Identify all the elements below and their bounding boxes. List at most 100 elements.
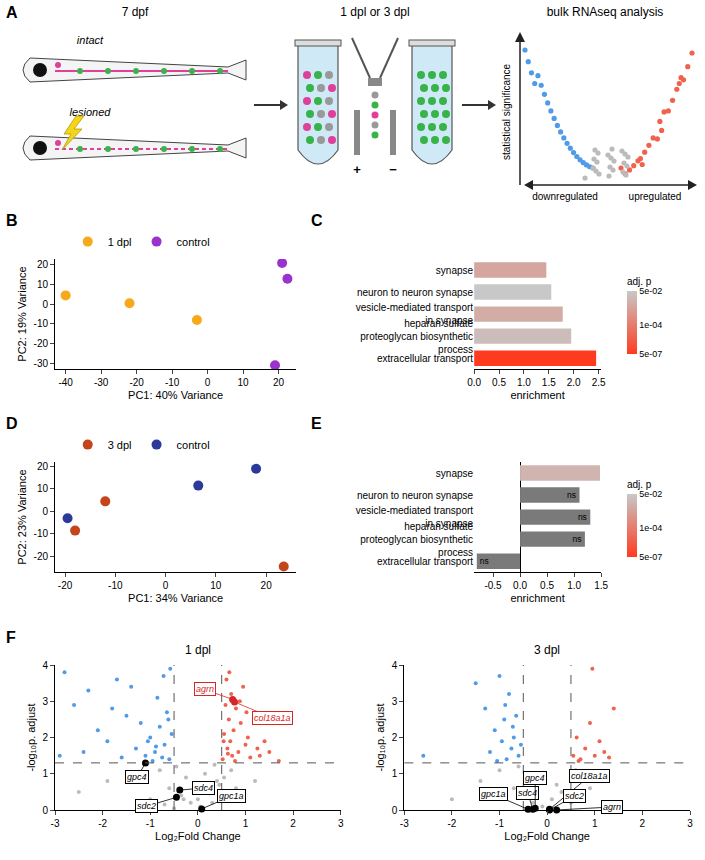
- svg-text:5e-07: 5e-07: [639, 552, 662, 562]
- svg-text:statistical significance: statistical significance: [501, 63, 512, 160]
- svg-text:4: 4: [42, 660, 48, 671]
- svg-text:extracellular transport: extracellular transport: [377, 353, 473, 364]
- svg-text:20: 20: [37, 259, 49, 270]
- svg-text:PC2: 23% Variance: PC2: 23% Variance: [16, 470, 28, 565]
- svg-text:-10: -10: [34, 528, 49, 539]
- svg-text:gpc1a: gpc1a: [481, 789, 506, 799]
- svg-text:20: 20: [273, 377, 285, 388]
- svg-text:1.0: 1.0: [567, 580, 581, 591]
- svg-text:-log₁₀p. adjust: -log₁₀p. adjust: [25, 703, 37, 771]
- svg-text:0: 0: [205, 377, 211, 388]
- svg-text:-20: -20: [58, 580, 73, 591]
- svg-text:1e-04: 1e-04: [639, 523, 662, 533]
- svg-text:agrn: agrn: [603, 802, 621, 812]
- svg-text:20: 20: [37, 461, 49, 472]
- svg-text:-1: -1: [146, 818, 155, 829]
- svg-text:col18a1a: col18a1a: [254, 713, 291, 723]
- svg-text:3: 3: [392, 696, 398, 707]
- svg-text:sdc2: sdc2: [137, 801, 156, 811]
- svg-text:4: 4: [392, 660, 398, 671]
- svg-text:0.0: 0.0: [467, 377, 481, 388]
- svg-text:−: −: [389, 162, 397, 177]
- svg-text:0.5: 0.5: [540, 580, 554, 591]
- svg-text:+: +: [353, 162, 361, 177]
- svg-text:2: 2: [392, 732, 398, 743]
- svg-text:5e-02: 5e-02: [639, 286, 662, 296]
- svg-text:10: 10: [37, 279, 49, 290]
- svg-text:-20: -20: [34, 551, 49, 562]
- svg-text:PC2: 19% Variance: PC2: 19% Variance: [16, 267, 28, 362]
- svg-text:1.0: 1.0: [517, 377, 531, 388]
- svg-text:adj. p: adj. p: [627, 479, 652, 490]
- svg-text:1.5: 1.5: [542, 377, 556, 388]
- svg-text:PC1: 34% Variance: PC1: 34% Variance: [128, 592, 223, 604]
- svg-text:-10: -10: [34, 318, 49, 329]
- svg-text:0: 0: [42, 805, 48, 816]
- svg-text:vesicle-mediated transportin s: vesicle-mediated transportin synapse: [356, 302, 474, 326]
- svg-text:5e-07: 5e-07: [639, 349, 662, 359]
- svg-text:synapse: synapse: [436, 265, 474, 276]
- svg-text:ns: ns: [480, 556, 489, 566]
- svg-text:-30: -30: [94, 377, 109, 388]
- svg-text:B: B: [6, 212, 18, 229]
- svg-text:sdc4: sdc4: [194, 783, 213, 793]
- svg-text:gpc1a: gpc1a: [219, 791, 244, 801]
- svg-text:10: 10: [238, 377, 250, 388]
- svg-text:extracellular transport: extracellular transport: [377, 556, 473, 567]
- svg-text:0.5: 0.5: [492, 377, 506, 388]
- svg-text:1: 1: [42, 768, 48, 779]
- svg-text:upregulated: upregulated: [629, 191, 682, 202]
- svg-text:2: 2: [290, 818, 296, 829]
- svg-text:enrichment: enrichment: [510, 592, 564, 604]
- svg-text:0: 0: [42, 299, 48, 310]
- svg-text:3: 3: [42, 696, 48, 707]
- svg-text:2.0: 2.0: [567, 377, 581, 388]
- svg-text:vesicle-mediated transportin s: vesicle-mediated transportin synapse: [356, 505, 474, 529]
- svg-text:1: 1: [243, 818, 249, 829]
- svg-text:-2: -2: [98, 818, 107, 829]
- svg-text:2: 2: [42, 732, 48, 743]
- svg-text:neuron to neuron synapse: neuron to neuron synapse: [357, 490, 474, 501]
- svg-text:ns: ns: [578, 512, 587, 522]
- svg-text:2: 2: [640, 818, 646, 829]
- svg-text:-0.5: -0.5: [484, 580, 502, 591]
- svg-text:Log₂Fold Change: Log₂Fold Change: [155, 830, 241, 842]
- svg-text:-20: -20: [34, 338, 49, 349]
- svg-text:ns: ns: [572, 534, 581, 544]
- svg-text:-20: -20: [129, 377, 144, 388]
- svg-text:downregulated: downregulated: [532, 191, 598, 202]
- svg-text:D: D: [6, 415, 18, 432]
- svg-text:control: control: [177, 439, 210, 451]
- svg-text:sdc2: sdc2: [565, 791, 584, 801]
- svg-text:sdc4: sdc4: [518, 788, 537, 798]
- svg-text:1: 1: [392, 768, 398, 779]
- svg-text:enrichment: enrichment: [510, 389, 564, 401]
- svg-text:-2: -2: [447, 818, 456, 829]
- svg-text:0: 0: [392, 805, 398, 816]
- svg-text:1.5: 1.5: [594, 580, 608, 591]
- svg-text:3 dpl: 3 dpl: [108, 439, 132, 451]
- svg-text:2.5: 2.5: [592, 377, 606, 388]
- svg-text:F: F: [6, 629, 16, 646]
- svg-text:-30: -30: [34, 358, 49, 369]
- svg-text:agrn: agrn: [196, 684, 214, 694]
- svg-text:1 dpl: 1 dpl: [108, 236, 132, 248]
- svg-text:intact: intact: [77, 34, 104, 46]
- svg-text:0: 0: [163, 580, 169, 591]
- svg-text:1e-04: 1e-04: [639, 320, 662, 330]
- svg-text:adj. p: adj. p: [627, 276, 652, 287]
- svg-text:3: 3: [687, 818, 693, 829]
- svg-text:-1: -1: [495, 818, 504, 829]
- svg-text:5e-02: 5e-02: [639, 489, 662, 499]
- svg-text:E: E: [311, 415, 322, 432]
- svg-text:synapse: synapse: [436, 468, 474, 479]
- svg-text:C: C: [311, 212, 323, 229]
- svg-text:3 dpl: 3 dpl: [534, 643, 560, 657]
- svg-text:control: control: [177, 236, 210, 248]
- svg-text:0: 0: [42, 506, 48, 517]
- svg-text:neuron to neuron synapse: neuron to neuron synapse: [357, 287, 474, 298]
- svg-text:-10: -10: [165, 377, 180, 388]
- svg-text:1: 1: [592, 818, 598, 829]
- svg-text:bulk RNAseq analysis: bulk RNAseq analysis: [547, 5, 664, 19]
- svg-text:-log₁₀p. adjust: -log₁₀p. adjust: [374, 703, 386, 771]
